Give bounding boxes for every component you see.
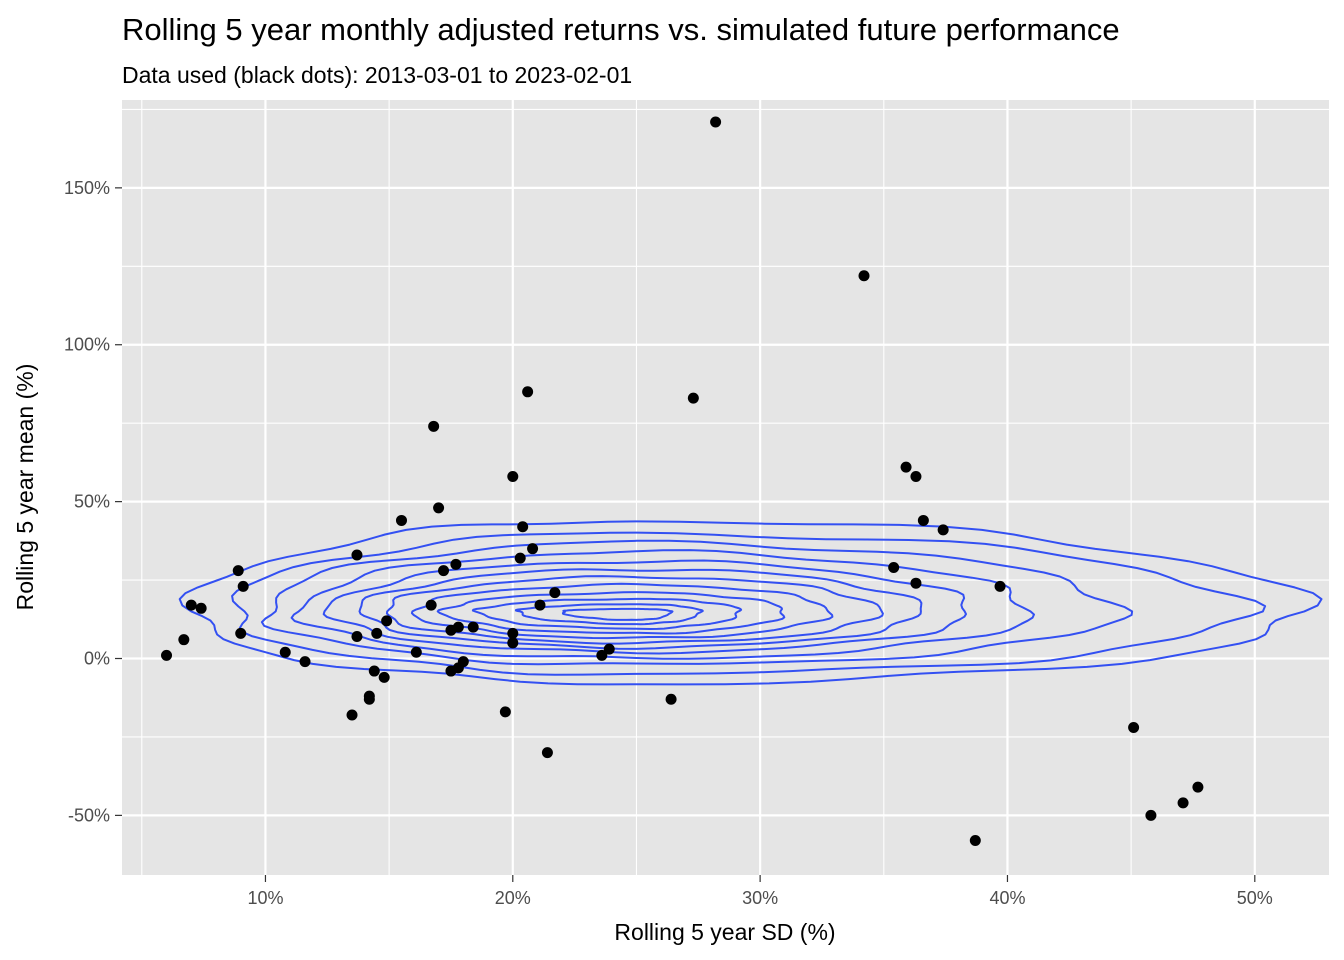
data-point: [438, 565, 450, 577]
density-contour: [358, 568, 923, 650]
data-point: [351, 549, 363, 561]
data-point: [858, 270, 870, 282]
data-point: [161, 649, 173, 661]
data-point: [888, 562, 900, 574]
chart-subtitle: Data used (black dots): 2013-03-01 to 20…: [122, 62, 632, 88]
data-point: [549, 587, 561, 599]
data-point: [425, 599, 437, 611]
data-point: [232, 565, 244, 577]
data-point: [507, 627, 519, 639]
density-contour: [290, 549, 1035, 660]
y-tick-label: -50%: [68, 805, 110, 825]
data-point: [522, 386, 534, 398]
data-point: [433, 502, 445, 514]
data-point: [467, 621, 479, 633]
data-point: [299, 656, 311, 668]
y-tick-label: 100%: [64, 335, 110, 355]
data-point: [1177, 797, 1189, 809]
data-point: [363, 693, 375, 705]
data-point: [1128, 722, 1140, 734]
chart-title: Rolling 5 year monthly adjusted returns …: [122, 12, 1120, 47]
data-point: [279, 646, 291, 658]
x-tick-label: 40%: [989, 888, 1025, 908]
data-point: [410, 646, 422, 658]
data-point: [596, 649, 608, 661]
density-contour: [260, 539, 1134, 666]
data-point: [378, 671, 390, 683]
data-point: [185, 599, 197, 611]
data-point: [917, 514, 929, 526]
data-point: [381, 615, 393, 627]
data-point: [517, 521, 529, 533]
density-contour: [410, 582, 834, 640]
points-group: [161, 116, 1204, 846]
density-contour: [514, 603, 704, 626]
x-tick-label: 20%: [495, 888, 531, 908]
data-point: [450, 558, 462, 570]
data-point: [514, 552, 526, 564]
density-contour: [178, 520, 1323, 686]
y-axis-title: Rolling 5 year mean (%): [12, 364, 38, 611]
contour-group: [178, 520, 1323, 686]
data-point: [937, 524, 949, 536]
data-point: [900, 461, 912, 473]
density-contour: [436, 591, 786, 635]
density-contour: [385, 575, 884, 645]
data-point: [1192, 781, 1204, 793]
plot-panel: [122, 100, 1329, 875]
data-point: [499, 706, 511, 718]
x-tick-label: 50%: [1237, 888, 1273, 908]
y-tick-label: 150%: [64, 178, 110, 198]
data-point: [368, 665, 380, 677]
data-point: [527, 543, 539, 555]
x-tick-label: 10%: [247, 888, 283, 908]
data-point: [346, 709, 358, 721]
data-point: [969, 834, 981, 846]
data-point: [687, 392, 699, 404]
data-point: [541, 747, 553, 759]
data-point: [603, 643, 615, 655]
data-point: [445, 665, 457, 677]
y-tick-label: 50%: [74, 492, 110, 512]
data-point: [371, 627, 383, 639]
x-axis: 10% 20% 30% 40% 50%: [247, 875, 1273, 908]
data-point: [178, 634, 190, 646]
y-tick-label: 0%: [84, 649, 110, 669]
data-point: [445, 624, 457, 636]
data-point: [351, 631, 363, 643]
data-point: [507, 471, 519, 483]
y-axis: -50% 0% 50% 100% 150%: [64, 178, 122, 825]
data-point: [994, 580, 1006, 592]
density-contour: [561, 607, 674, 621]
data-point: [195, 602, 207, 614]
data-point: [910, 577, 922, 589]
data-point: [428, 420, 440, 432]
grid-minor: [122, 100, 1329, 875]
data-point: [665, 693, 677, 705]
data-point: [910, 471, 922, 483]
data-point: [395, 514, 407, 526]
data-point: [710, 116, 722, 128]
x-tick-label: 30%: [742, 888, 778, 908]
x-axis-title: Rolling 5 year SD (%): [614, 919, 835, 945]
data-point: [534, 599, 546, 611]
data-point: [507, 637, 519, 649]
data-point: [235, 627, 247, 639]
data-point: [237, 580, 249, 592]
density-contour: [471, 597, 743, 630]
density-contour: [231, 531, 1267, 676]
data-point: [1145, 809, 1157, 821]
density-contour: [322, 559, 967, 655]
